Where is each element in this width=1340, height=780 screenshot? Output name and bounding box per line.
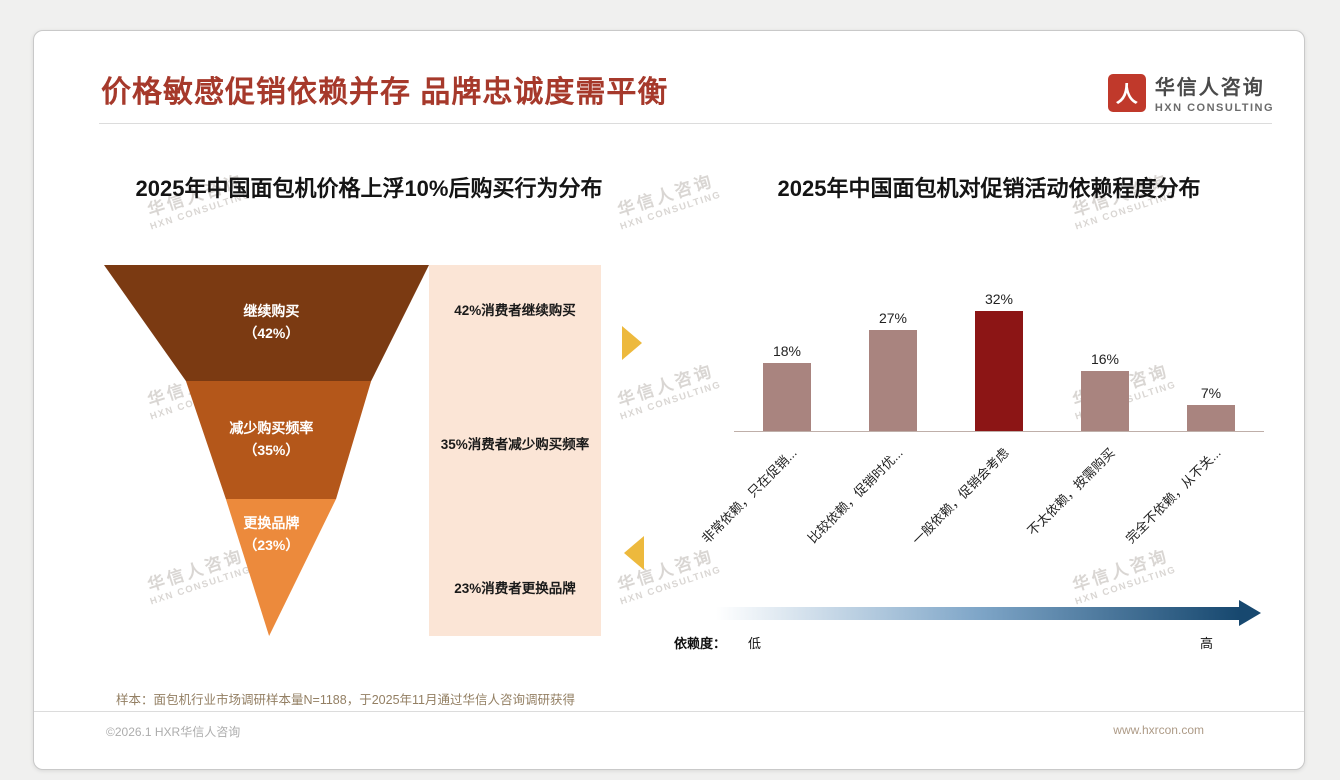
bar	[763, 363, 811, 431]
bar-value-label: 27%	[878, 310, 908, 326]
bar-value-label: 7%	[1200, 385, 1222, 401]
logo-name: 华信人咨询	[1154, 77, 1265, 99]
bar	[1081, 371, 1129, 431]
watermark-text: 华信人咨询	[615, 361, 717, 411]
dependence-legend-high: 高	[1200, 636, 1214, 651]
x-axis	[734, 431, 1264, 432]
funnel-chart-title: 2025年中国面包机价格上浮10%后购买行为分布	[135, 176, 603, 201]
gradient-bar	[716, 607, 1239, 620]
dependence-legend-label: 依赖度：	[674, 636, 727, 651]
sample-footnote: 样本：面包机行业市场调研样本量N=1188，于2025年11月通过华信人咨询调研…	[116, 693, 575, 707]
funnel-segment: 减少购买频率 （35%）	[185, 381, 372, 499]
funnel-segment-desc: 42%消费者继续购买	[454, 303, 576, 318]
funnel-segment-label: 更换品牌 （23%）	[243, 515, 300, 553]
dependence-legend-low: 低	[748, 636, 762, 651]
footer-copyright: ©2026.1 HXR华信人咨询	[106, 725, 241, 739]
funnel-segment-label: 减少购买频率 （35%）	[229, 420, 314, 458]
bars: 18% 27% 32% 16% 7%	[734, 286, 1264, 431]
arrow-right-icon	[622, 326, 642, 360]
logo-subname: HXN CONSULTING	[1154, 102, 1274, 114]
bar	[869, 330, 917, 431]
footer-divider	[34, 711, 1304, 712]
funnel-chart: 继续购买 （42%） 减少购买频率 （35%） 更换品牌 （23%）	[104, 265, 429, 636]
company-logo: 人 华信人咨询 HXN CONSULTING	[1107, 71, 1274, 114]
bar-value-label: 16%	[1090, 351, 1120, 367]
bar-chart-title: 2025年中国面包机对促销活动依赖程度分布	[777, 176, 1201, 201]
watermark-subtext: HXN CONSULTING	[618, 379, 723, 423]
gradient-arrowhead	[1239, 600, 1261, 626]
funnel-segment: 更换品牌 （23%）	[225, 499, 337, 636]
bar	[1187, 405, 1235, 431]
logo-text: 华信人咨询 HXN CONSULTING	[1155, 71, 1274, 114]
bar-value-label: 32%	[984, 291, 1014, 307]
bar-slot: 32%	[946, 291, 1052, 431]
funnel-segment-desc: 35%消费者减少购买频率	[440, 437, 590, 452]
bar-slot: 7%	[1158, 385, 1264, 431]
footer-url: www.hxrcon.com	[1113, 723, 1204, 737]
header-divider	[99, 123, 1272, 124]
bar	[975, 311, 1023, 431]
logo-icon-glyph: 人	[1115, 81, 1138, 107]
bar-slot: 18%	[734, 343, 840, 431]
bar-value-label: 18%	[772, 343, 802, 359]
category-labels: 非常依赖，只在促销... 比较依赖，促销时优... 一般依赖，促销会考虑 不太依赖，按…	[699, 437, 1264, 602]
funnel-segment: 继续购买 （42%）	[104, 265, 429, 381]
bar-slot: 16%	[1052, 351, 1158, 431]
funnel-desc-panel: 42%消费者继续购买 35%消费者减少购买频率 23%消费者更换品牌	[429, 265, 601, 636]
bar-slot: 27%	[840, 310, 946, 431]
slide-card: 华信人咨询 HXN CONSULTING 华信人咨询 HXN CONSULTING 华信…	[33, 30, 1305, 770]
funnel-segment-desc: 23%消费者更换品牌	[454, 581, 576, 596]
arrow-left-icon	[624, 536, 644, 570]
page-title: 价格敏感促销依赖并存 品牌忠诚度需平衡	[101, 76, 669, 109]
logo-icon: 人	[1107, 73, 1146, 112]
funnel-segment-label: 继续购买 （42%）	[243, 303, 300, 341]
